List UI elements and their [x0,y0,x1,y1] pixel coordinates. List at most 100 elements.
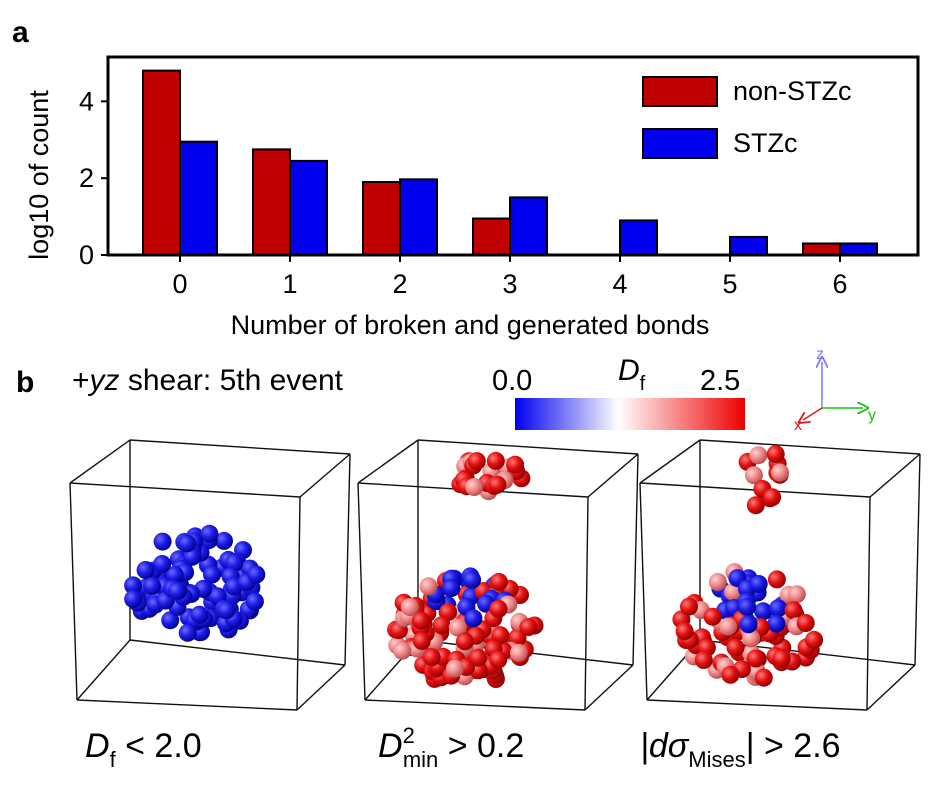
y-tick-label-2: 2 [79,163,94,193]
atom-sphere [432,616,451,635]
axes-triad: z y x [794,346,876,434]
bar-stzc-5 [729,235,768,257]
colorbar-max-label: 2.5 [700,365,740,397]
atom-sphere [769,599,788,618]
atom-sphere [448,618,467,637]
bar-stzc-3 [509,196,548,257]
box-edge [584,664,634,711]
atom-sphere [766,445,785,464]
y-tick-label-0: 0 [79,240,94,270]
atom-sphere [767,570,786,589]
atom-sphere [217,601,236,620]
caption-d2min-sub: min [403,747,438,772]
atom-sphere [509,643,528,662]
colorbar: 0.0 Df 2.5 [492,354,745,430]
box-edge [866,664,916,711]
caption-mises-sym: σ [668,727,690,765]
atom-sphere [746,496,765,515]
atom-sphere [491,626,510,645]
caption-d2min: D2 min > 0.2 [378,723,524,772]
atom-sphere [763,488,782,507]
atom-sphere [489,599,508,618]
atom-sphere [708,572,727,591]
box-edge [69,482,301,498]
atom-sphere [805,630,824,649]
atom-sphere [489,572,508,591]
y-tick-label-4: 4 [79,86,94,116]
box-edge [587,453,639,498]
bar-non-stzc-0 [142,69,181,256]
legend: non-STZc STZc [642,76,852,159]
atom-sphere [464,609,483,628]
atom-sphere [724,582,743,601]
atom-sphere [203,565,221,584]
legend-swatch-non-stzc [642,76,718,107]
shear-title: +yz shear: 5th event [72,364,344,397]
box-edge [69,439,131,484]
atom-sphere [124,576,143,595]
atom-sphere [400,598,419,617]
atom-sphere [719,617,738,636]
shear-axes: yz [88,364,120,397]
atom-sphere [465,478,484,496]
bar-stzc-2 [399,178,438,256]
atom-sphere [136,561,155,579]
caption-df-sub: f [110,747,117,772]
atom-sphere [178,623,197,642]
bar-non-stzc-6 [802,242,841,256]
atom-sphere [225,553,244,572]
atom-sphere [469,648,488,667]
bar-stzc-6 [839,242,878,256]
atom-sphere [506,455,525,474]
atom-sphere [519,618,538,637]
atom-sphere [721,665,740,684]
atom-sphere [486,451,505,470]
atom-sphere [784,601,803,620]
box-edge [129,639,346,666]
atom-sphere [143,577,161,595]
caption-d2min-sym: D [378,727,403,765]
panel-b-label: b [16,366,34,399]
atom-sphere [680,597,698,616]
x-tick-label-1: 1 [282,269,297,299]
box-edge [357,439,419,484]
shear-prefix: + [72,364,90,397]
box-edge [296,496,301,711]
x-ticks: 0 1 2 3 4 5 6 [172,255,848,299]
atom-sphere [488,475,507,494]
box-edge [639,439,701,484]
atom-sphere [694,651,713,669]
bar-non-stzc-1 [252,148,291,257]
atom-sphere [746,649,765,668]
x-tick-label-3: 3 [502,269,517,299]
atom-sphere [247,565,266,584]
box-edge [299,453,351,498]
legend-label-stzc: STZc [733,128,798,158]
box-edge [869,453,921,498]
box-edge [914,453,921,666]
sim-box-mises [639,439,921,711]
y-ticks: 0 2 4 [79,86,108,270]
atom-sphere [245,592,264,611]
box-edge [69,482,78,701]
colorbar-title: Df [618,354,646,395]
legend-swatch-stzc [642,128,718,159]
plot-frame [106,55,920,257]
x-tick-label-2: 2 [392,269,407,299]
atom-sphere [726,638,745,657]
atom-sphere [442,579,461,598]
box-edge [344,453,351,666]
box-edge [76,699,298,711]
box-edge [296,664,346,711]
atom-sphere [153,532,172,551]
sim-box-d2min [357,439,639,711]
x-tick-label-0: 0 [172,269,187,299]
atom-sphere [200,524,219,543]
bar-stzc-1 [289,159,328,256]
box-edge [646,699,868,711]
atom-sphere [489,650,508,669]
x-axis-label: x [794,417,802,434]
atom-sphere [412,631,431,650]
bar-chart: 0 2 4 0 1 2 3 4 5 6 Number of broken and generat… [24,55,920,340]
